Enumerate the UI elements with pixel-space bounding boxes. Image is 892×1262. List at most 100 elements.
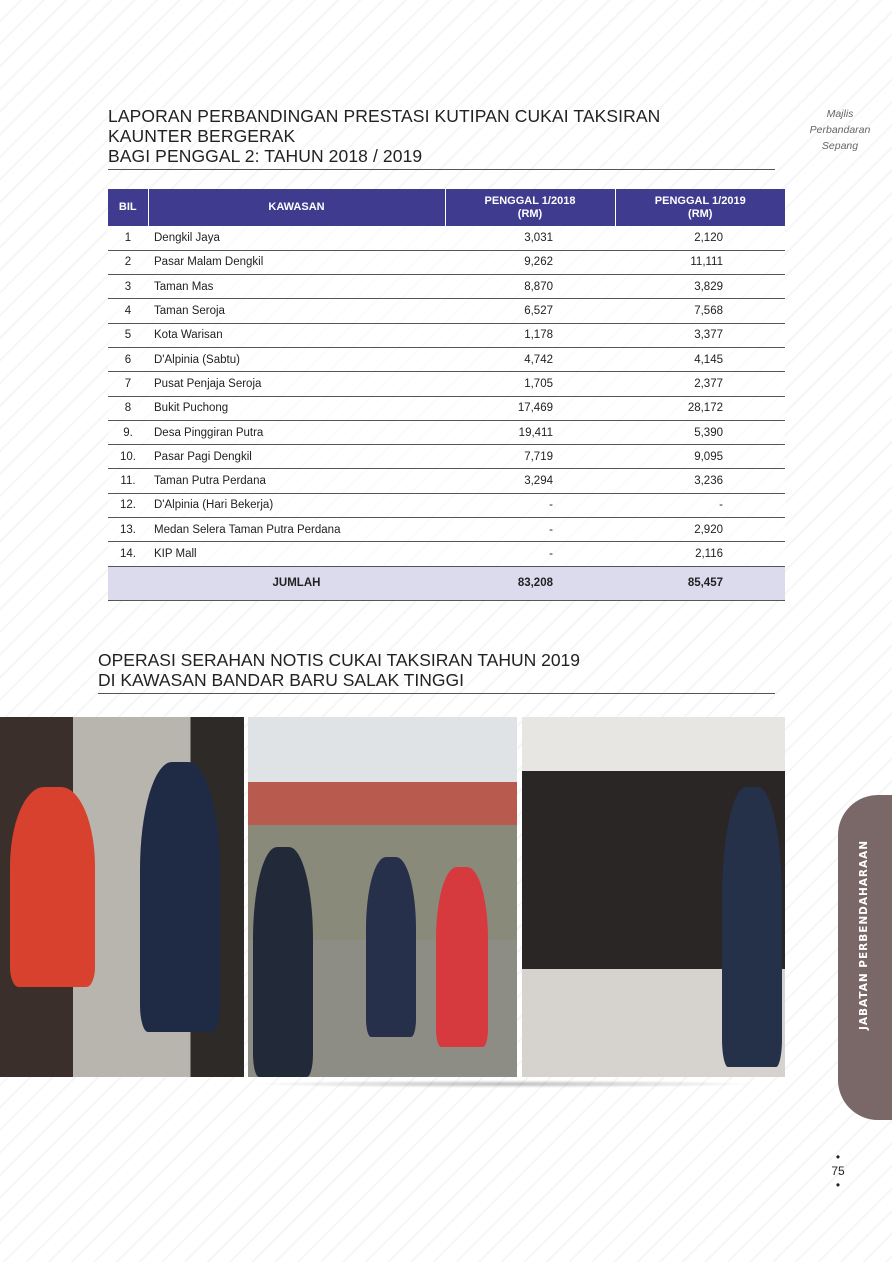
row-bil: 11.	[108, 468, 148, 494]
row-kawasan: D'Alpinia (Hari Bekerja)	[148, 493, 445, 519]
header-2018: PENGGAL 1/2018 (RM)	[445, 189, 616, 226]
header-2019: PENGGAL 1/2019 (RM)	[615, 189, 785, 226]
row-2019: 4,145	[615, 347, 785, 373]
total-2019: 85,457	[615, 566, 785, 601]
table-row: 5 Kota Warisan 1,178 3,377	[108, 323, 785, 348]
table-row: 8 Bukit Puchong 17,469 28,172	[108, 396, 785, 421]
row-2018: 7,719	[445, 444, 615, 470]
row-bil: 1	[108, 226, 148, 251]
collection-table: BIL KAWASAN PENGGAL 1/2018 (RM) PENGGAL …	[108, 189, 785, 601]
brand-line: Sepang	[821, 140, 859, 152]
page-number-text: 75	[831, 1164, 845, 1178]
row-2018: 6,527	[445, 298, 615, 324]
row-bil: 2	[108, 250, 148, 276]
row-2019: 9,095	[615, 444, 785, 470]
table-row: 10. Pasar Pagi Dengkil 7,719 9,095	[108, 444, 785, 470]
row-2018: 3,031	[445, 226, 615, 251]
row-2018: 8,870	[445, 274, 615, 300]
row-kawasan: Kota Warisan	[148, 323, 445, 348]
dot: •	[835, 1150, 841, 1164]
brand-name: Majlis Perbandaran Sepang	[800, 106, 880, 154]
row-2019: 28,172	[615, 396, 785, 421]
row-2019: -	[615, 493, 785, 519]
row-bil: 5	[108, 323, 148, 348]
row-2019: 3,377	[615, 323, 785, 348]
table-row: 11. Taman Putra Perdana 3,294 3,236	[108, 468, 785, 494]
row-2018: 1,178	[445, 323, 615, 348]
row-2019: 3,236	[615, 468, 785, 494]
table-row: 3 Taman Mas 8,870 3,829	[108, 274, 785, 300]
table-header: BIL KAWASAN PENGGAL 1/2018 (RM) PENGGAL …	[108, 189, 785, 226]
row-2018: -	[445, 517, 615, 543]
title-line: DI KAWASAN BANDAR BARU SALAK TINGGI	[98, 670, 464, 690]
row-2019: 3,829	[615, 274, 785, 300]
row-bil: 4	[108, 298, 148, 324]
row-bil: 8	[108, 396, 148, 421]
header-bil: BIL	[108, 189, 149, 226]
photo-shadow	[250, 1080, 760, 1088]
side-tab-label: JABATAN PERBENDAHARAAN	[858, 839, 870, 1030]
table-row: 9. Desa Pinggiran Putra 19,411 5,390	[108, 420, 785, 446]
section-title: OPERASI SERAHAN NOTIS CUKAI TAKSIRAN TAH…	[98, 650, 775, 694]
row-2019: 11,111	[615, 250, 785, 276]
row-bil: 7	[108, 371, 148, 397]
photo-notice-delivery-door	[0, 717, 244, 1077]
table-row: 14. KIP Mall -2,116	[108, 541, 785, 567]
row-kawasan: Desa Pinggiran Putra	[148, 420, 445, 446]
total-label: JUMLAH	[148, 566, 445, 601]
side-tab	[838, 795, 892, 1120]
row-kawasan: KIP Mall	[148, 541, 445, 567]
row-kawasan: Pasar Malam Dengkil	[148, 250, 445, 276]
photo-notice-delivery-house	[248, 717, 517, 1077]
table-row: 1 Dengkil Jaya 3,031 2,120	[108, 226, 785, 251]
dot: •	[835, 1178, 841, 1192]
table-row: 6 D'Alpinia (Sabtu) 4,742 4,145	[108, 347, 785, 373]
report-title: LAPORAN PERBANDINGAN PRESTASI KUTIPAN CU…	[108, 106, 775, 170]
row-2019: 2,377	[615, 371, 785, 397]
total-2018: 83,208	[445, 566, 615, 601]
row-bil: 13.	[108, 517, 148, 543]
header-kawasan: KAWASAN	[148, 189, 446, 226]
row-2019: 2,116	[615, 541, 785, 567]
table-row: 12. D'Alpinia (Hari Bekerja) - -	[108, 493, 785, 519]
row-2018: 4,742	[445, 347, 615, 373]
row-kawasan: Pusat Penjaja Seroja	[148, 371, 445, 397]
brand-line: Perbandaran	[809, 124, 871, 136]
row-2019: 5,390	[615, 420, 785, 446]
total-row: JUMLAH 83,208 85,457	[108, 566, 785, 601]
row-kawasan: Pasar Pagi Dengkil	[148, 444, 445, 470]
row-2018: 1,705	[445, 371, 615, 397]
row-kawasan: Medan Selera Taman Putra Perdana	[148, 517, 445, 543]
table-row: 13. Medan Selera Taman Putra Perdana -2,92…	[108, 517, 785, 543]
title-line: BAGI PENGGAL 2: TAHUN 2018 / 2019	[108, 146, 423, 166]
row-bil: 6	[108, 347, 148, 373]
row-2018: 17,469	[445, 396, 615, 421]
row-kawasan: Bukit Puchong	[148, 396, 445, 421]
row-kawasan: Dengkil Jaya	[148, 226, 445, 251]
row-kawasan: Taman Putra Perdana	[148, 468, 445, 494]
title-line: KAUNTER BERGERAK	[108, 126, 296, 146]
table-row: 2 Pasar Malam Dengkil 9,262 11,111	[108, 250, 785, 276]
row-2019: 7,568	[615, 298, 785, 324]
row-kawasan: D'Alpinia (Sabtu)	[148, 347, 445, 373]
row-2018: 3,294	[445, 468, 615, 494]
row-bil: 3	[108, 274, 148, 300]
row-kawasan: Taman Seroja	[148, 298, 445, 324]
row-bil: 9.	[108, 420, 148, 446]
row-2019: 2,120	[615, 226, 785, 251]
row-bil: 14.	[108, 541, 148, 567]
total-empty	[108, 566, 148, 601]
row-kawasan: Taman Mas	[148, 274, 445, 300]
row-2018: 19,411	[445, 420, 615, 446]
row-bil: 10.	[108, 444, 148, 470]
table-row: 7 Pusat Penjaja Seroja 1,705 2,377	[108, 371, 785, 397]
row-bil: 12.	[108, 493, 148, 519]
row-2018: -	[445, 541, 615, 567]
photo-notice-delivery-mailboxes	[522, 717, 785, 1077]
table-row: 4 Taman Seroja 6,527 7,568	[108, 298, 785, 324]
row-2018: -	[445, 493, 615, 519]
title-line: OPERASI SERAHAN NOTIS CUKAI TAKSIRAN TAH…	[98, 650, 581, 670]
brand-line: Majlis	[826, 108, 854, 120]
row-2018: 9,262	[445, 250, 615, 276]
page-number: • 75 •	[826, 1150, 850, 1192]
